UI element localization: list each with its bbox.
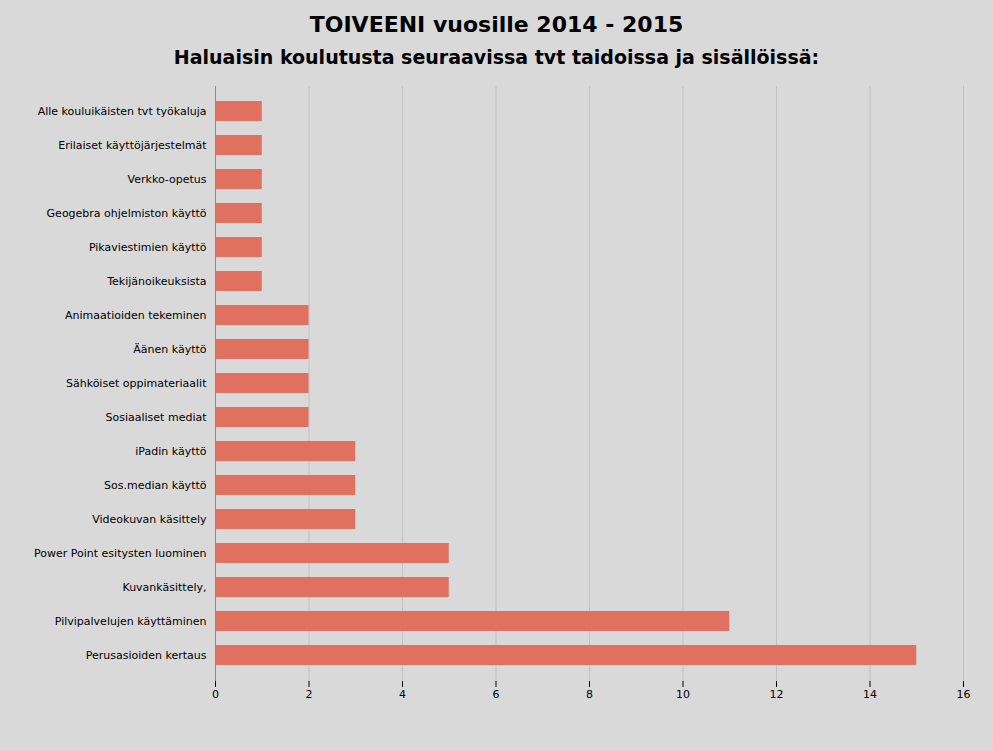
svg-text:Alle kouluikäisten tvt työkalu: Alle kouluikäisten tvt työkaluja — [38, 105, 207, 118]
svg-text:Kuvankäsittely,: Kuvankäsittely, — [122, 581, 206, 594]
svg-text:Animaatioiden tekeminen: Animaatioiden tekeminen — [65, 309, 206, 322]
svg-text:14: 14 — [863, 688, 877, 701]
svg-text:Tekijänoikeuksista: Tekijänoikeuksista — [106, 275, 206, 288]
svg-text:Äänen käyttö: Äänen käyttö — [133, 343, 207, 356]
svg-text:10: 10 — [676, 688, 690, 701]
svg-text:Erilaiset käyttöjärjestelmät: Erilaiset käyttöjärjestelmät — [58, 139, 207, 152]
svg-text:0: 0 — [212, 688, 219, 701]
svg-text:8: 8 — [586, 688, 593, 701]
svg-text:4: 4 — [399, 688, 406, 701]
svg-text:16: 16 — [957, 688, 971, 701]
svg-text:Perusasioiden kertaus: Perusasioiden kertaus — [86, 649, 207, 662]
svg-text:Pikaviestimien käyttö: Pikaviestimien käyttö — [89, 241, 207, 254]
html-text:TOIVEENI vuosille 2014 - 2015: TOIVEENI vuosille 2014 - 2015 — [309, 12, 684, 37]
html-text:Haluaisin koulutusta seuraavis: Haluaisin koulutusta seuraavissa tvt tai… — [173, 46, 820, 68]
svg-text:Videokuvan käsittely: Videokuvan käsittely — [92, 513, 207, 526]
svg-text:Sos.median käyttö: Sos.median käyttö — [104, 479, 207, 492]
svg-text:12: 12 — [770, 688, 784, 701]
svg-text:Pilvipalvelujen käyttäminen: Pilvipalvelujen käyttäminen — [55, 615, 207, 628]
svg-text:6: 6 — [493, 688, 500, 701]
svg-text:Power Point esitysten luominen: Power Point esitysten luominen — [34, 547, 206, 560]
svg-text:Geogebra ohjelmiston käyttö: Geogebra ohjelmiston käyttö — [47, 207, 207, 220]
svg-text:Verkko-opetus: Verkko-opetus — [128, 173, 207, 186]
svg-text:iPadin käyttö: iPadin käyttö — [135, 445, 206, 458]
svg-text:2: 2 — [306, 688, 313, 701]
svg-text:Sosiaaliset mediat: Sosiaaliset mediat — [106, 411, 208, 424]
svg-text:Sähköiset oppimateriaalit: Sähköiset oppimateriaalit — [66, 377, 207, 390]
